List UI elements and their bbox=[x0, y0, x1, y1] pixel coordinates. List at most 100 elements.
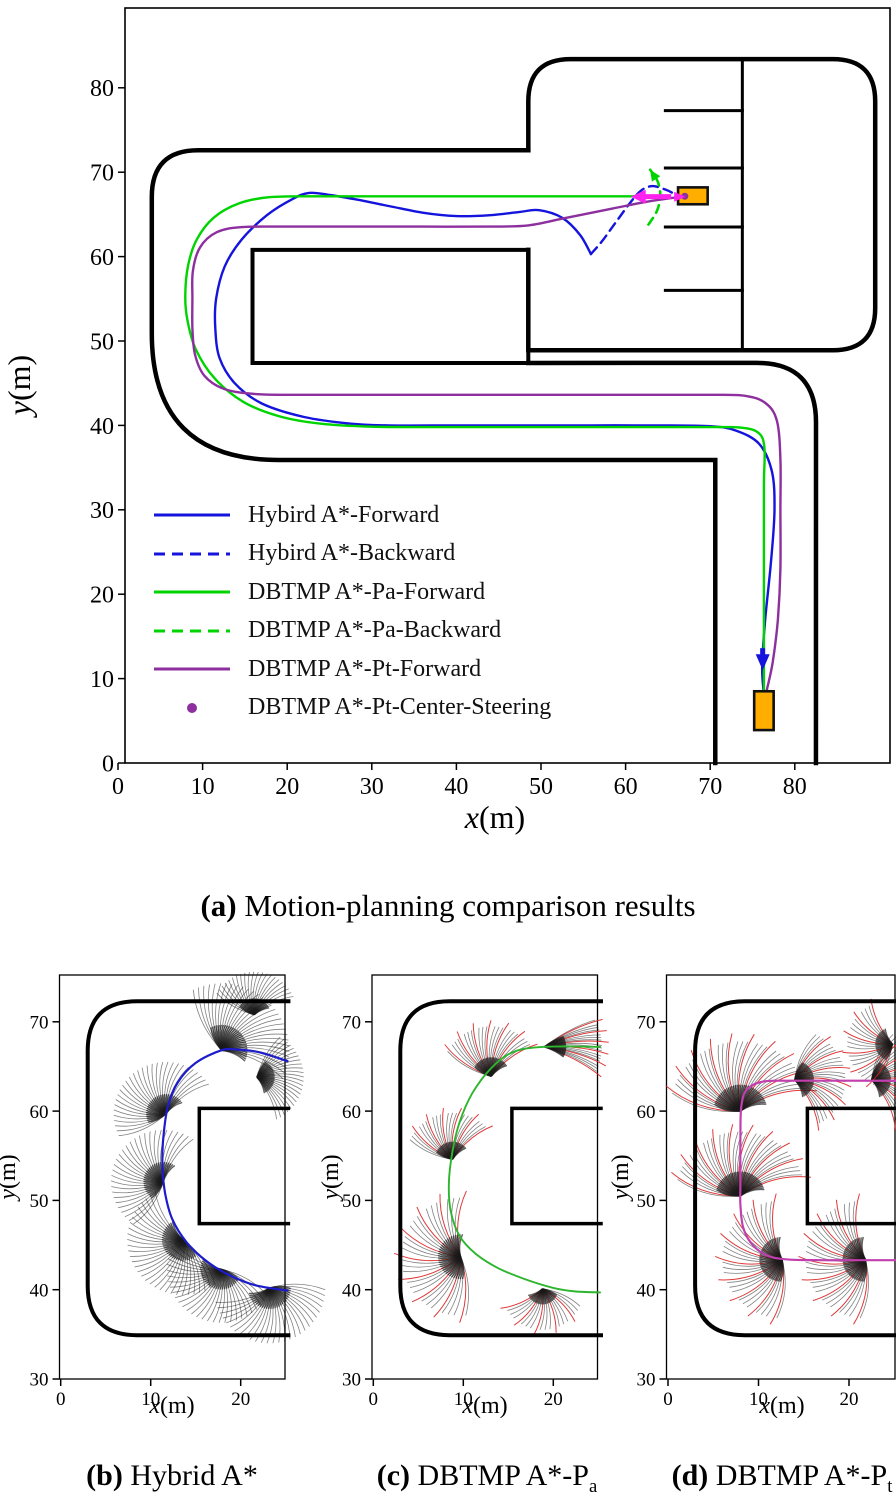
legend-box: Hybird A*-Forward Hybird A*-Backward DBTMP… bbox=[152, 496, 551, 728]
series-dbtmp-pa-path bbox=[447, 1045, 602, 1294]
legend-sample-solid bbox=[154, 590, 230, 594]
axis-text: 50 bbox=[90, 329, 114, 355]
tree-branch bbox=[716, 1189, 741, 1197]
paths-b bbox=[161, 1047, 289, 1292]
caption-c-text: DBTMP A*-P bbox=[410, 1459, 589, 1492]
legend-sample-dot bbox=[187, 702, 197, 713]
axis-text: 10 bbox=[454, 1389, 473, 1410]
series-dbtmp-pt-forward bbox=[190, 195, 782, 691]
series-dbtmp-pa-forward bbox=[184, 195, 766, 691]
axis-label: x(m) bbox=[461, 1393, 507, 1419]
wall-obstacle bbox=[250, 247, 531, 365]
panel-d: 0 10 20 30 40 50 60 70 x(m) y(m) bbox=[608, 974, 896, 1419]
caption-a-text: Motion-planning comparison results bbox=[236, 888, 696, 923]
axis-label: x(m) bbox=[464, 799, 525, 835]
map-walls-d bbox=[693, 999, 896, 1338]
series-hybrid-a-star-path bbox=[161, 1047, 289, 1292]
series-hybrid-a-star-forward bbox=[213, 191, 776, 692]
search-tree-d bbox=[665, 998, 896, 1325]
arrow-head bbox=[755, 654, 770, 671]
legend-item: DBTMP A*-Pt-Center-Steering bbox=[152, 689, 551, 728]
paths-c bbox=[447, 1045, 602, 1294]
axis-text: 30 bbox=[360, 774, 384, 800]
axis-text: 20 bbox=[840, 1389, 859, 1410]
axis-text: 70 bbox=[342, 1012, 361, 1033]
axis-text: 0 bbox=[56, 1389, 66, 1410]
axis-text: 30 bbox=[342, 1370, 361, 1391]
axis-text: 60 bbox=[30, 1102, 49, 1123]
arrow-head bbox=[650, 169, 661, 182]
axis-text: 80 bbox=[783, 774, 807, 800]
wall-obstacle bbox=[197, 1106, 291, 1226]
tree-branch bbox=[542, 1288, 558, 1296]
wall-outer-left-loop bbox=[149, 148, 718, 766]
search-tree-c bbox=[394, 1018, 609, 1335]
axis-text: 70 bbox=[90, 161, 114, 187]
axis-text: 60 bbox=[614, 774, 638, 800]
caption-panel-b: (b) Hybrid A* bbox=[86, 1459, 258, 1498]
tree-branch bbox=[543, 1035, 564, 1048]
caption-c-tag: (c) bbox=[376, 1459, 411, 1492]
axis-text: 0 bbox=[112, 774, 124, 800]
axis-text: 10 bbox=[749, 1389, 768, 1410]
paths-d bbox=[739, 1079, 896, 1262]
axis-text: 40 bbox=[90, 414, 114, 440]
tree-branch bbox=[474, 1066, 492, 1077]
legend-item: DBTMP A*-Pa-Forward bbox=[152, 573, 497, 612]
wall-outer bbox=[693, 999, 896, 1338]
axis-text: 10 bbox=[90, 667, 114, 693]
axis-text: 60 bbox=[637, 1102, 656, 1123]
ticks-b: 0 10 20 30 40 50 60 70 bbox=[30, 1012, 251, 1410]
arrow-head bbox=[630, 189, 646, 204]
panel-a: 0 10 20 30 40 50 60 70 80 0 10 20 30 40 50 60 70 80 x(m) y(… bbox=[1, 7, 891, 835]
axis-text: 80 bbox=[90, 76, 114, 102]
panel-c: 0 10 20 30 40 50 60 70 x(m) y(m) bbox=[318, 974, 609, 1419]
axis-text: 50 bbox=[30, 1191, 49, 1212]
plot-frame bbox=[371, 974, 599, 1380]
arrows bbox=[630, 189, 770, 671]
map-walls-b bbox=[85, 999, 291, 1338]
panel-b: 0 10 20 30 40 50 60 70 x(m) y(m) bbox=[0, 971, 326, 1419]
legend-sample-solid bbox=[154, 667, 230, 671]
axis-label: x(m) bbox=[148, 1393, 194, 1419]
wall-corridor-right bbox=[526, 360, 819, 766]
tree-branch bbox=[794, 1062, 804, 1080]
caption-c-sub: a bbox=[588, 1476, 598, 1497]
axis-text: 20 bbox=[231, 1389, 250, 1410]
axis-text: 10 bbox=[141, 1389, 160, 1410]
axis-text: 70 bbox=[698, 774, 722, 800]
tree-branch bbox=[147, 1113, 167, 1123]
wall-outer bbox=[398, 999, 604, 1338]
map-walls-a bbox=[149, 56, 878, 766]
wall-obstacle bbox=[805, 1106, 896, 1226]
caption-b-tag: (b) bbox=[86, 1459, 123, 1492]
axis-label: y(m) bbox=[318, 1154, 344, 1201]
search-tree-b bbox=[110, 971, 326, 1344]
axis-text: 20 bbox=[90, 583, 114, 609]
caption-panel-a: (a) Motion-planning comparison results bbox=[0, 888, 896, 924]
legend-label: Hybird A*-Forward bbox=[248, 501, 440, 528]
axis-text: 50 bbox=[529, 774, 553, 800]
axis-text: 50 bbox=[637, 1191, 656, 1212]
axis-label: x(m) bbox=[758, 1393, 804, 1419]
plot-frame bbox=[665, 974, 896, 1380]
legend-label: DBTMP A*-Pt-Forward bbox=[248, 655, 482, 682]
arrow-head bbox=[674, 191, 686, 202]
legend-label: Hybird A*-Backward bbox=[248, 540, 456, 567]
wall-obstacle bbox=[510, 1106, 603, 1226]
plot-frame bbox=[124, 7, 891, 764]
wall-outer bbox=[85, 999, 291, 1338]
caption-a-tag: (a) bbox=[200, 888, 237, 923]
wall-parking-outline bbox=[526, 56, 878, 353]
series-hybrid-a-star-backward bbox=[589, 184, 688, 256]
series-dbtmp-pt-path bbox=[739, 1079, 896, 1262]
legend-label: DBTMP A*-Pa-Backward bbox=[248, 617, 502, 644]
caption-b-text: Hybrid A* bbox=[122, 1459, 258, 1492]
axis-text: 30 bbox=[30, 1370, 49, 1391]
ticks-a: 0 10 20 30 40 50 60 70 80 0 10 20 30 40 50 60 70 80 bbox=[90, 76, 807, 800]
axis-text: 30 bbox=[637, 1370, 656, 1391]
axis-text: 40 bbox=[444, 774, 468, 800]
tree-branch bbox=[256, 1061, 267, 1078]
legend-item: DBTMP A*-Pt-Forward bbox=[152, 650, 497, 689]
